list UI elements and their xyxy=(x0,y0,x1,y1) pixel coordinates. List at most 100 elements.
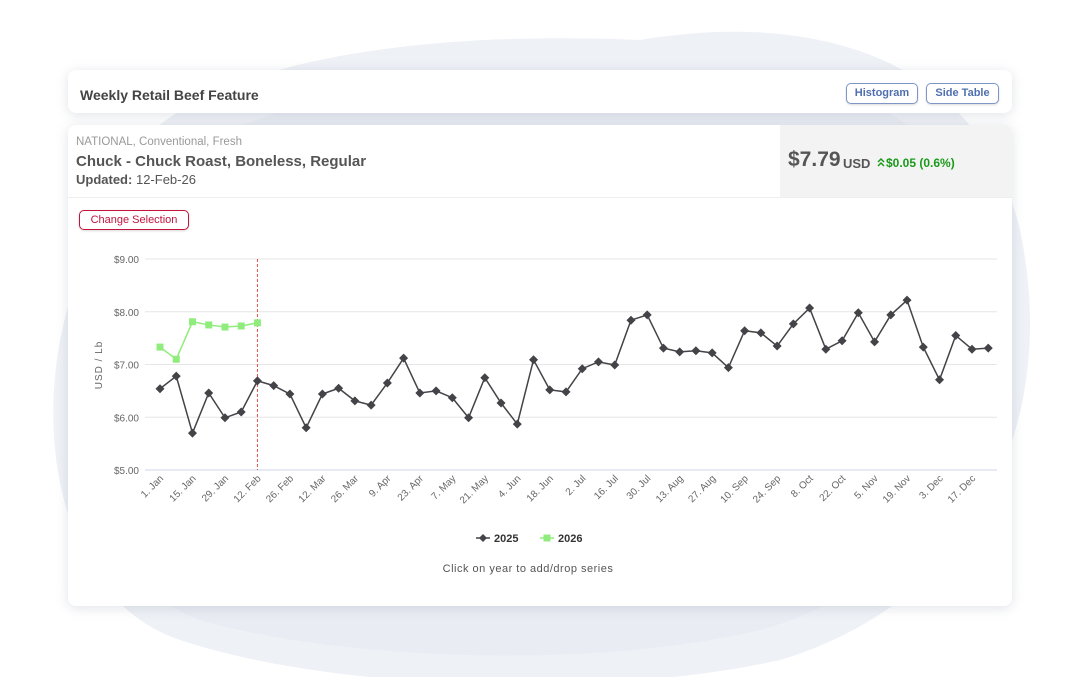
point xyxy=(253,319,261,327)
legend-item[interactable]: 2026 xyxy=(540,533,582,545)
point xyxy=(171,371,181,381)
x-tick-label: 3. Dec xyxy=(917,473,945,501)
point xyxy=(464,413,474,423)
x-tick-label: 24. Sep xyxy=(751,473,783,505)
point xyxy=(853,308,863,318)
price-currency: USD xyxy=(843,156,871,171)
point xyxy=(886,310,896,320)
header-card: Weekly Retail Beef Feature Histogram Sid… xyxy=(68,70,1012,113)
x-tick-label: 23. Apr xyxy=(396,473,427,504)
x-tick-label: 17. Dec xyxy=(946,473,978,505)
legend-symbol xyxy=(479,534,487,542)
product-path: NATIONAL, Conventional, Fresh xyxy=(76,136,242,148)
point xyxy=(431,386,441,396)
legend-label: 2026 xyxy=(558,533,582,545)
x-tick-label: 10. Sep xyxy=(719,473,751,505)
point xyxy=(237,322,245,330)
point xyxy=(545,385,555,395)
point xyxy=(480,373,490,383)
x-tick-label: 26. Feb xyxy=(264,473,296,505)
point xyxy=(415,388,425,398)
point xyxy=(187,428,197,438)
x-tick-label: 27. Aug xyxy=(687,473,719,505)
point xyxy=(188,318,196,326)
point xyxy=(204,388,214,398)
x-tick-label: 12. Mar xyxy=(297,473,329,505)
point xyxy=(918,342,928,352)
legend-note: Click on year to add/drop series xyxy=(443,563,614,575)
x-tick-label: 30. Jul xyxy=(625,473,654,502)
y-axis-title: USD / Lb xyxy=(94,341,105,390)
point xyxy=(252,376,262,386)
change-selection-button[interactable]: Change Selection xyxy=(79,210,189,230)
x-tick-label: 29. Jan xyxy=(200,473,231,504)
point xyxy=(707,348,717,358)
series-line xyxy=(159,298,989,436)
y-tick-label: $5.00 xyxy=(114,466,139,477)
point xyxy=(447,393,457,403)
updated-date: 12-Feb-26 xyxy=(135,172,196,187)
point xyxy=(577,364,587,374)
x-tick-label: 12. Feb xyxy=(232,473,264,505)
point xyxy=(172,355,180,363)
point xyxy=(399,353,409,363)
point xyxy=(561,387,571,397)
point xyxy=(756,328,766,338)
x-tick-label: 18. Jun xyxy=(525,473,556,504)
point xyxy=(317,389,327,399)
x-tick-label: 4. Jun xyxy=(496,473,523,500)
point xyxy=(870,337,880,347)
y-tick-label: $8.00 xyxy=(114,308,139,319)
point xyxy=(658,343,668,353)
x-tick-label: 9. Apr xyxy=(367,473,394,500)
point xyxy=(285,389,295,399)
point xyxy=(155,384,165,394)
y-tick-label: $7.00 xyxy=(114,361,139,372)
point xyxy=(301,423,311,433)
point xyxy=(675,347,685,357)
y-tick-label: $9.00 xyxy=(114,255,139,266)
header-title: Weekly Retail Beef Feature xyxy=(80,87,259,103)
updated-label: Updated: xyxy=(76,172,133,187)
point xyxy=(512,419,522,429)
x-tick-label: 5. Nov xyxy=(852,473,880,501)
product-name: Chuck - Chuck Roast, Boneless, Regular xyxy=(76,153,367,170)
x-tick-label: 7. May xyxy=(429,473,458,502)
point xyxy=(772,341,782,351)
point xyxy=(382,378,392,388)
point xyxy=(837,336,847,346)
point xyxy=(788,319,798,329)
point xyxy=(951,330,961,340)
point xyxy=(967,344,977,354)
legend-item[interactable]: 2025 xyxy=(476,533,518,545)
updated: Updated: 12-Feb-26 xyxy=(76,172,196,187)
point xyxy=(723,363,733,373)
histogram-button[interactable]: Histogram xyxy=(846,83,918,104)
chart: $5.00 $6.00 $7.00 $8.00 $9.00 USD / Lb 1. Jan 1… xyxy=(94,255,997,575)
point xyxy=(334,383,344,393)
point xyxy=(805,303,815,313)
y-tick-label: $6.00 xyxy=(114,413,139,424)
up-icon xyxy=(877,158,885,167)
legend-label: 2025 xyxy=(494,533,518,545)
point xyxy=(935,375,945,385)
x-tick-label: 21. May xyxy=(458,473,491,506)
price-change: $0.05 (0.6%) xyxy=(886,156,955,170)
x-tick-label: 2. Jul xyxy=(564,473,589,498)
side-table-button[interactable]: Side Table xyxy=(926,83,999,104)
point xyxy=(740,326,750,336)
point xyxy=(496,398,506,408)
price-value: $7.79 xyxy=(788,148,841,171)
x-tick-label: 19. Nov xyxy=(881,473,913,505)
main-card: NATIONAL, Conventional, Fresh Chuck - Ch… xyxy=(68,125,1012,606)
x-tick-label: 1. Jan xyxy=(139,473,166,500)
point xyxy=(350,396,360,406)
point xyxy=(529,355,539,365)
point xyxy=(626,315,636,325)
point xyxy=(220,413,230,423)
x-tick-label: 8. Oct xyxy=(789,473,816,500)
point xyxy=(205,321,213,329)
x-tick-label: 22. Oct xyxy=(818,473,849,504)
x-tick-label: 13. Aug xyxy=(654,473,686,505)
